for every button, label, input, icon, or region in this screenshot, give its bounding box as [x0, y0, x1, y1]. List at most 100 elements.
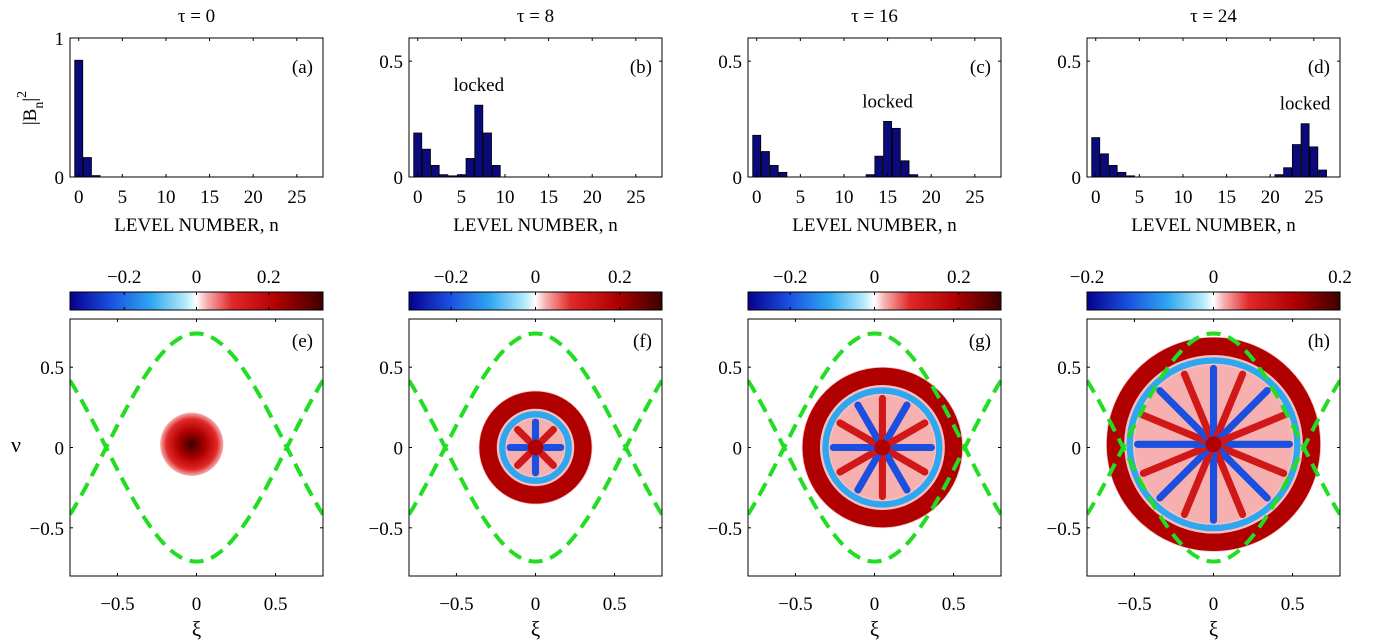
fringe [1156, 447, 1211, 502]
x-tick-label: 0 [192, 594, 202, 615]
bar [874, 155, 884, 178]
x-axis-label: ξ [192, 617, 201, 641]
bar [891, 127, 901, 178]
bar [1100, 153, 1109, 178]
y-tick-label: 1 [55, 29, 65, 50]
y-tick-label: −0.5 [30, 519, 64, 540]
separatrix-upper [70, 331, 323, 516]
y-axis-label: |Bn|2 [15, 91, 47, 125]
panel-title: τ = 24 [1190, 6, 1237, 27]
fringe [1139, 411, 1209, 445]
colorbar-tick-label: 0.2 [947, 267, 971, 288]
bar [422, 148, 431, 178]
bar [491, 165, 501, 178]
x-tick-label: 0 [74, 187, 84, 208]
fringe [514, 450, 533, 469]
x-axis-label: LEVEL NUMBER, n [114, 215, 279, 236]
fringe [854, 401, 882, 443]
y-tick-label: 0 [1072, 439, 1082, 460]
panel-label: (c) [970, 57, 991, 78]
x-axis-label: LEVEL NUMBER, n [1131, 215, 1296, 236]
x-tick-label: 20 [244, 187, 263, 208]
bar [883, 121, 892, 178]
separatrix-lower [748, 379, 1001, 564]
locked-annotation: locked [453, 75, 504, 96]
fringe [836, 419, 878, 447]
core [527, 439, 544, 456]
bar [1318, 169, 1327, 178]
x-tick-label: 5 [796, 187, 806, 208]
y-tick-label: 0.5 [1057, 52, 1081, 73]
x-tick-label: −0.5 [778, 594, 812, 615]
bar [752, 134, 762, 178]
colorbar-tick-label: 0.2 [1328, 267, 1352, 288]
fringe [1180, 370, 1214, 440]
x-tick-label: 15 [200, 187, 219, 208]
x-tick-label: 10 [1173, 187, 1192, 208]
x-tick-label: 0.5 [942, 594, 966, 615]
x-tick-label: 25 [965, 187, 984, 208]
x-tick-label: 0 [531, 594, 541, 615]
x-tick-label: 0 [870, 594, 880, 615]
x-axis-label: ξ [870, 617, 879, 641]
colorbar-tick-label: 0.2 [608, 267, 632, 288]
bar-panel-3: τ = 24 0 5 10 15 20 25 0 0.5 (d) LEVEL NUMBER, n lo… [1057, 6, 1341, 236]
bar [1283, 167, 1293, 178]
locked-annotation: locked [862, 91, 913, 112]
y-tick-label: 0 [733, 168, 743, 189]
fringe [836, 448, 878, 476]
panel-label: (a) [292, 57, 313, 78]
panel-title: τ = 0 [178, 6, 215, 27]
x-tick-label: 0 [752, 187, 762, 208]
fringe [1139, 444, 1209, 477]
x-tick-label: 25 [287, 187, 306, 208]
axes-box [1086, 37, 1341, 178]
inner-ring [499, 411, 572, 484]
colorbar-tick-label: 0 [870, 267, 880, 288]
bar [761, 151, 770, 178]
separatrix-lower [409, 379, 662, 564]
panel-label: (d) [1308, 57, 1330, 78]
heatmap-panel-1: −0.2 0 0.2 −0.5 0 0.5 −0.5 0 0.5 (f) ξ [369, 267, 663, 641]
panel-label: (h) [1308, 331, 1330, 352]
bar [1091, 137, 1101, 178]
inner-ring [1126, 357, 1301, 532]
fringe [1213, 449, 1247, 518]
y-axis-label-a: |Bn|2 [15, 91, 47, 125]
bar-panel-1: τ = 8 0 5 10 15 20 25 0 0.5 (b) LEVEL NUMBER, n loc… [379, 6, 663, 236]
y-tick-label: −0.5 [1047, 519, 1081, 540]
fringe [883, 452, 911, 494]
bar [1291, 144, 1301, 178]
x-axis-label: ξ [531, 617, 540, 641]
outer-ring [802, 367, 963, 528]
fringe [854, 452, 882, 494]
x-tick-label: 15 [1217, 187, 1236, 208]
y-tick-label: 0 [394, 439, 404, 460]
x-tick-label: 15 [878, 187, 897, 208]
separatrix-upper [409, 331, 662, 516]
locked-annotation: locked [1280, 94, 1331, 115]
x-tick-label: 0 [413, 187, 423, 208]
x-tick-label: 10 [495, 187, 514, 208]
x-axis-label: ξ [1209, 617, 1218, 641]
bar [1117, 171, 1127, 178]
x-tick-label: 15 [539, 187, 558, 208]
bar [74, 59, 84, 178]
bar [1108, 165, 1118, 178]
x-tick-label: 0.5 [1281, 594, 1305, 615]
bar [1300, 123, 1310, 178]
y-tick-label: −0.5 [708, 519, 742, 540]
panel-label: (g) [969, 331, 991, 352]
core [1205, 436, 1222, 453]
axes-box [69, 37, 324, 178]
wavepacket [160, 412, 224, 476]
y-tick-label: 0 [394, 168, 404, 189]
x-tick-label: −0.5 [100, 594, 134, 615]
colorbar-tick-label: −0.2 [107, 267, 141, 288]
separatrix-upper [1087, 331, 1340, 516]
colorbar-tick-label: −0.2 [773, 267, 807, 288]
heatmap-field [748, 331, 1001, 564]
axes-box [747, 37, 1002, 178]
heatmap-panel-3: −0.2 0 0.2 −0.5 0 0.5 −0.5 0 0.5 (h) ξ [1047, 267, 1352, 641]
